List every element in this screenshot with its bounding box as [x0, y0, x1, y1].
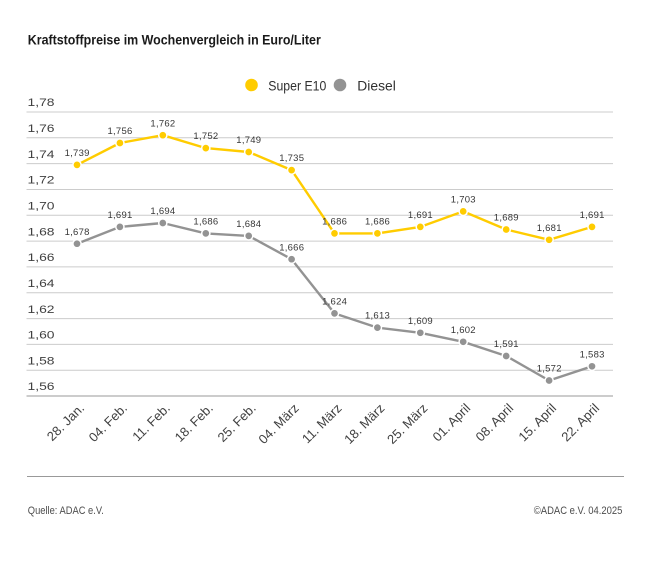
svg-text:1,602: 1,602 — [451, 325, 476, 336]
svg-text:1,72: 1,72 — [28, 175, 55, 187]
svg-text:1,756: 1,756 — [108, 126, 133, 137]
svg-text:1,684: 1,684 — [236, 219, 261, 230]
svg-text:1,691: 1,691 — [408, 210, 433, 221]
svg-text:1,58: 1,58 — [28, 355, 55, 367]
svg-text:1,686: 1,686 — [365, 217, 390, 228]
svg-text:1,62: 1,62 — [28, 304, 55, 316]
svg-text:Super E10: Super E10 — [268, 77, 326, 93]
svg-text:1,70: 1,70 — [28, 201, 55, 213]
svg-text:1,678: 1,678 — [65, 227, 90, 238]
svg-text:1,739: 1,739 — [65, 148, 90, 159]
svg-text:1,56: 1,56 — [28, 381, 55, 393]
svg-text:Kraftstoffpreise im Wochenverg: Kraftstoffpreise im Wochenvergleich in E… — [28, 32, 321, 48]
svg-text:1,689: 1,689 — [494, 213, 519, 224]
svg-text:1,703: 1,703 — [451, 195, 476, 206]
svg-text:1,583: 1,583 — [580, 349, 605, 360]
svg-text:1,572: 1,572 — [537, 364, 562, 375]
svg-text:1,609: 1,609 — [408, 316, 433, 327]
svg-text:1,60: 1,60 — [28, 330, 55, 342]
svg-text:1,681: 1,681 — [537, 223, 562, 234]
svg-text:1,691: 1,691 — [108, 210, 133, 221]
svg-text:1,68: 1,68 — [28, 226, 55, 238]
svg-text:1,686: 1,686 — [322, 217, 347, 228]
svg-text:1,624: 1,624 — [322, 297, 347, 308]
svg-text:1,613: 1,613 — [365, 311, 390, 322]
svg-text:©ADAC e.V. 04.2025: ©ADAC e.V. 04.2025 — [534, 505, 623, 517]
svg-text:1,76: 1,76 — [28, 123, 55, 135]
svg-text:1,694: 1,694 — [150, 206, 175, 217]
svg-text:1,762: 1,762 — [150, 118, 175, 129]
svg-text:Quelle: ADAC e.V.: Quelle: ADAC e.V. — [28, 505, 104, 517]
svg-text:1,591: 1,591 — [494, 339, 519, 350]
svg-text:1,686: 1,686 — [193, 217, 218, 228]
svg-text:1,749: 1,749 — [236, 135, 261, 146]
svg-text:1,666: 1,666 — [279, 242, 304, 253]
svg-text:1,64: 1,64 — [28, 278, 55, 290]
svg-text:1,78: 1,78 — [28, 97, 55, 109]
svg-text:1,691: 1,691 — [580, 210, 605, 221]
svg-text:1,66: 1,66 — [28, 252, 55, 264]
svg-text:1,74: 1,74 — [28, 149, 55, 161]
svg-text:1,735: 1,735 — [279, 153, 304, 164]
svg-text:1,752: 1,752 — [193, 131, 218, 142]
svg-text:Diesel: Diesel — [357, 77, 396, 93]
